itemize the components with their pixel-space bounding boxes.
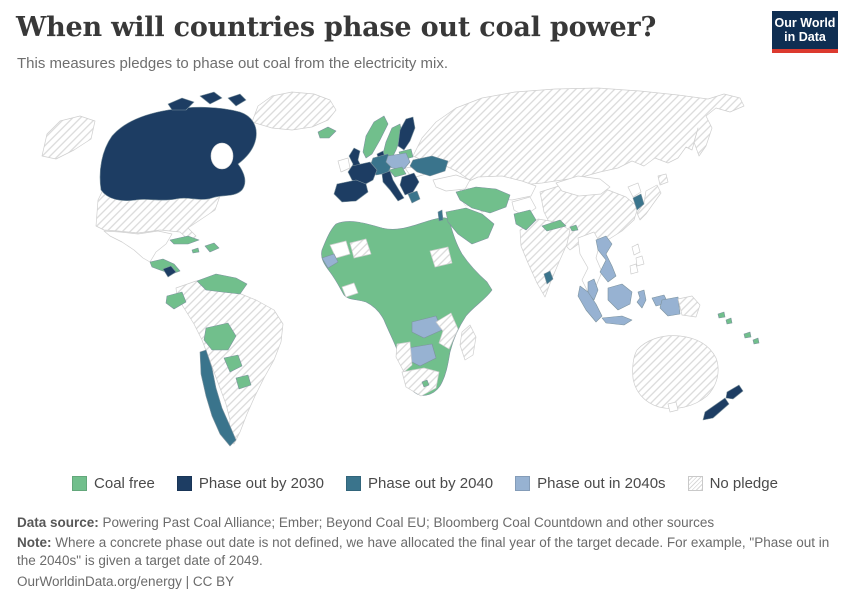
legend-item-no-pledge[interactable]: No pledge [687, 475, 778, 492]
country-ukraine[interactable] [409, 155, 449, 177]
legend-swatch-no-pledge [687, 476, 703, 491]
country-cuba[interactable] [169, 235, 200, 245]
country-greenland[interactable] [251, 91, 337, 131]
legend-item-phase-out-2040[interactable]: Phase out by 2040 [346, 475, 493, 492]
country-pacific-islands[interactable] [717, 311, 760, 345]
country-madagascar[interactable] [459, 324, 477, 361]
country-tasmania[interactable] [667, 401, 679, 413]
country-mali[interactable] [349, 238, 372, 259]
legend-swatch-phase-out-2030 [176, 476, 192, 491]
country-paraguay[interactable] [223, 354, 243, 373]
country-costa-rica[interactable] [162, 265, 177, 278]
legend-label-coal-free: Coal free [94, 475, 155, 492]
country-ecuador[interactable] [165, 291, 187, 310]
country-hispaniola[interactable] [204, 242, 220, 253]
country-turkey[interactable] [432, 174, 471, 192]
country-south-korea[interactable] [632, 193, 645, 211]
data-source-text: Powering Past Coal Alliance; Ember; Beyo… [98, 515, 715, 530]
country-saudi-peninsula[interactable] [445, 207, 495, 245]
legend-label-no-pledge: No pledge [709, 475, 778, 492]
citation-line[interactable]: OurWorldinData.org/energy | CC BY [17, 574, 235, 590]
data-source-label: Data source: [17, 515, 99, 530]
owid-logo[interactable]: Our World in Data [772, 11, 838, 53]
legend-label-phase-out-2040: Phase out by 2040 [368, 475, 494, 492]
country-iberia[interactable] [333, 179, 369, 203]
country-zambia[interactable] [411, 315, 443, 339]
country-canada[interactable] [99, 106, 257, 201]
country-namibia[interactable] [395, 341, 413, 373]
legend-item-phase-out-2040s[interactable]: Phase out in 2040s [515, 475, 666, 492]
country-jamaica[interactable] [191, 247, 200, 254]
country-russia[interactable] [412, 87, 745, 188]
country-sumatra[interactable] [577, 285, 603, 323]
country-greece[interactable] [407, 190, 421, 204]
country-india[interactable] [519, 218, 571, 298]
note-text: Where a concrete phase out date is not d… [17, 535, 830, 569]
country-israel[interactable] [437, 209, 444, 222]
chart-subtitle: This measures pledges to phase out coal … [17, 55, 449, 72]
hudson-bay [210, 142, 234, 170]
country-sri-lanka[interactable] [543, 270, 554, 285]
logo-line-2: in Data [784, 30, 826, 44]
country-ivory-coast[interactable] [341, 282, 359, 298]
country-mongolia[interactable] [555, 175, 611, 197]
country-java[interactable] [601, 315, 633, 326]
country-chile[interactable] [199, 349, 237, 447]
country-central-europe[interactable] [388, 166, 407, 178]
legend-swatch-coal-free [72, 476, 88, 491]
country-norway[interactable] [362, 115, 389, 159]
map-legend: Coal free Phase out by 2030 Phase out by… [0, 475, 850, 492]
country-ireland[interactable] [337, 157, 351, 173]
legend-label-phase-out-2030: Phase out by 2030 [198, 475, 325, 492]
country-bolivia[interactable] [203, 322, 237, 351]
country-new-zealand[interactable] [702, 384, 744, 421]
legend-swatch-phase-out-2040s [515, 476, 531, 491]
country-nepal[interactable] [541, 219, 579, 232]
country-zimbabwe-mozambique[interactable] [435, 312, 459, 350]
country-iran-iraq[interactable] [455, 186, 511, 214]
country-venezuela-guyanas[interactable] [196, 273, 248, 295]
page-title: When will countries phase out coal power… [16, 12, 657, 43]
country-pakistan[interactable] [513, 209, 537, 231]
chart-footer: Data source: Powering Past Coal Alliance… [17, 514, 830, 591]
country-mexico[interactable] [103, 230, 173, 263]
country-italy[interactable] [381, 170, 405, 202]
country-alaska[interactable] [41, 115, 96, 160]
country-papua-west[interactable] [659, 296, 681, 317]
country-north-korea[interactable] [627, 182, 642, 198]
country-papua-east[interactable] [677, 295, 701, 318]
country-south-africa[interactable] [401, 367, 440, 397]
country-mauritania[interactable] [329, 240, 351, 259]
country-poland[interactable] [385, 152, 411, 170]
country-sulawesi[interactable] [636, 289, 647, 309]
country-borneo[interactable] [607, 283, 633, 311]
country-balkans[interactable] [399, 172, 420, 196]
data-source-line: Data source: Powering Past Coal Alliance… [17, 514, 830, 532]
legend-label-phase-out-2040s: Phase out in 2040s [537, 475, 666, 492]
country-lesotho[interactable] [421, 379, 430, 388]
country-uruguay[interactable] [235, 374, 252, 390]
logo-line-1: Our World [774, 15, 836, 30]
country-vietnam-laos[interactable] [595, 235, 617, 283]
note-line: Note: Where a concrete phase out date is… [17, 534, 830, 570]
legend-item-coal-free[interactable]: Coal free [72, 475, 155, 492]
note-label: Note: [17, 535, 52, 551]
country-iceland[interactable] [317, 126, 337, 139]
country-philippines[interactable] [629, 243, 645, 275]
country-sudan[interactable] [429, 246, 453, 268]
country-senegal[interactable] [321, 253, 339, 269]
country-arctic-islands[interactable] [167, 91, 247, 111]
legend-swatch-phase-out-2040 [346, 476, 362, 491]
country-australia[interactable] [632, 335, 719, 409]
legend-item-phase-out-2030[interactable]: Phase out by 2030 [176, 475, 325, 492]
country-finland[interactable] [397, 116, 416, 151]
